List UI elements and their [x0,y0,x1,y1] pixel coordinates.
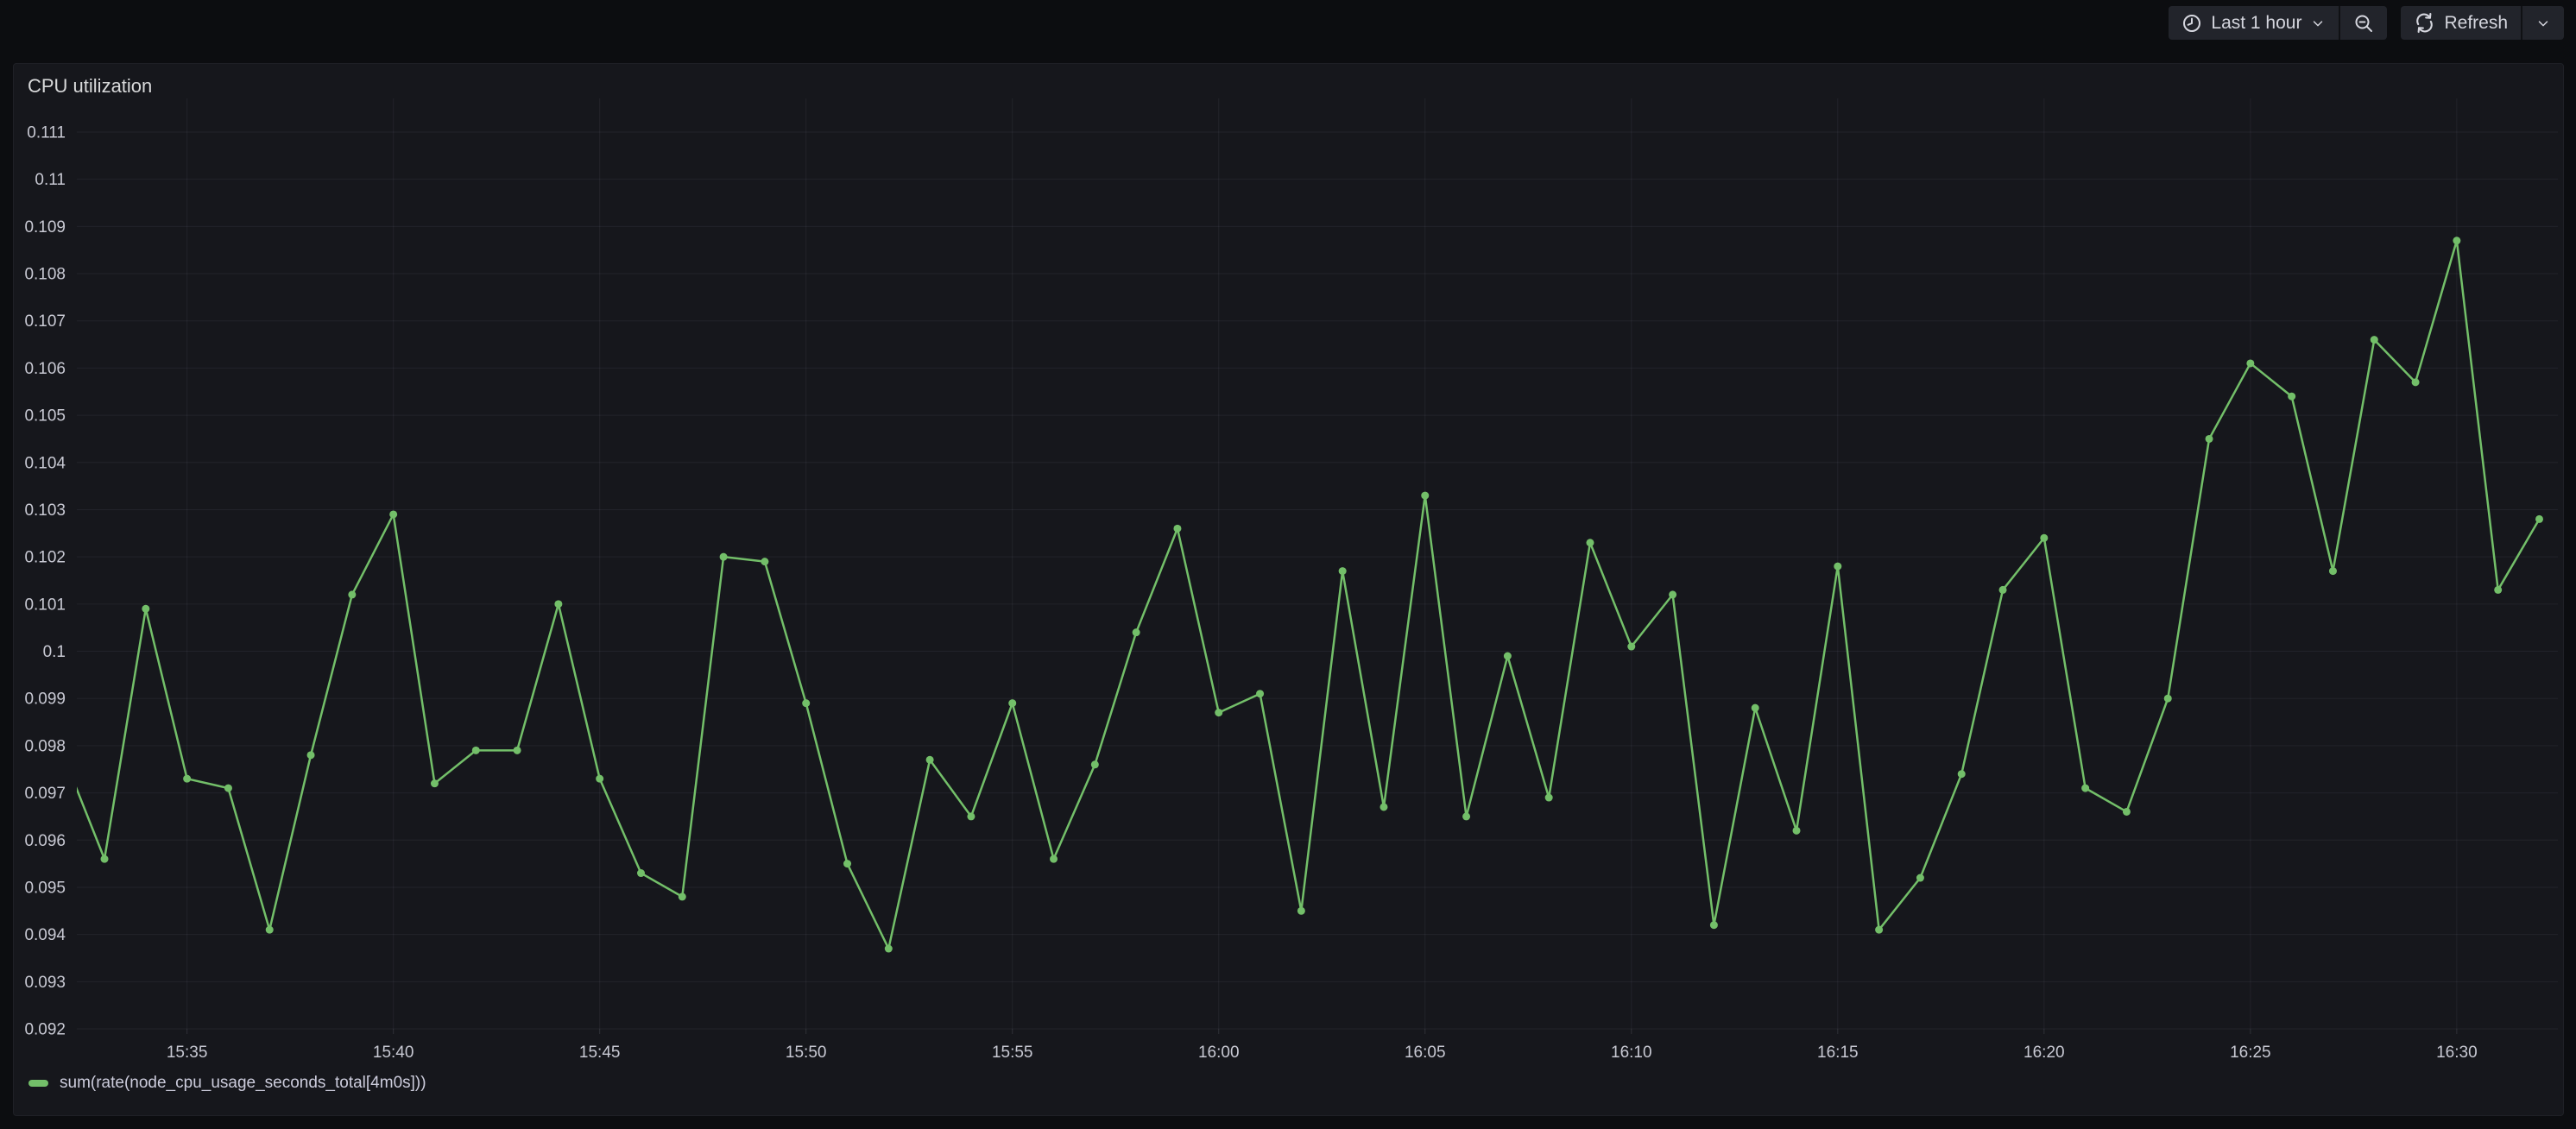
chevron-down-icon [2535,16,2551,31]
svg-text:0.096: 0.096 [24,832,66,850]
svg-text:0.104: 0.104 [24,454,66,472]
svg-text:0.093: 0.093 [24,974,66,992]
svg-text:0.103: 0.103 [24,501,66,520]
svg-text:0.106: 0.106 [24,360,66,378]
chevron-down-icon [2310,16,2326,31]
y-axis-labels: 0.092 0.093 0.094 0.095 0.096 0.097 0.098 0.099… [24,124,66,1039]
timeseries-chart[interactable]: 0.092 0.093 0.094 0.095 0.096 0.097 0.098 0.099… [14,64,2565,1117]
refresh-group: Refresh [2401,6,2564,40]
svg-text:0.1: 0.1 [43,643,66,661]
svg-text:16:20: 16:20 [2024,1044,2065,1062]
svg-text:0.097: 0.097 [24,785,66,803]
svg-text:16:15: 16:15 [1817,1044,1859,1062]
grid-lines [77,98,2558,1034]
svg-text:0.102: 0.102 [24,549,66,567]
x-axis-labels: 15:35 15:40 15:45 15:50 15:55 16:00 16:05 16:10… [167,1044,2478,1062]
zoom-out-time-button[interactable] [2339,6,2388,40]
svg-text:0.105: 0.105 [24,407,66,426]
svg-text:0.098: 0.098 [24,737,66,755]
svg-text:0.101: 0.101 [24,596,66,614]
refresh-button[interactable]: Refresh [2401,6,2521,40]
svg-text:16:00: 16:00 [1198,1044,1240,1062]
svg-text:0.11: 0.11 [35,171,66,189]
panel-title[interactable]: CPU utilization [28,72,152,101]
svg-text:16:05: 16:05 [1405,1044,1446,1062]
refresh-icon [2414,12,2435,34]
dashboard-toolbar: Last 1 hour [0,0,2576,47]
svg-text:15:35: 15:35 [167,1044,208,1062]
legend-item[interactable]: sum(rate(node_cpu_usage_seconds_total[4m… [28,1070,426,1096]
refresh-interval-dropdown-button[interactable] [2521,6,2564,40]
series-color-swatch [28,1080,48,1087]
svg-text:15:45: 15:45 [579,1044,621,1062]
svg-text:0.099: 0.099 [24,691,66,709]
svg-text:0.107: 0.107 [24,312,66,331]
svg-text:15:55: 15:55 [992,1044,1033,1062]
time-range-button[interactable]: Last 1 hour [2169,6,2339,40]
svg-text:16:30: 16:30 [2436,1044,2478,1062]
svg-text:15:40: 15:40 [373,1044,414,1062]
series-line [77,239,2541,950]
data-points [100,237,2543,953]
series-legend-label: sum(rate(node_cpu_usage_seconds_total[4m… [60,1074,426,1092]
svg-text:0.109: 0.109 [24,218,66,237]
clock-icon [2181,13,2202,34]
svg-text:0.111: 0.111 [27,124,66,142]
time-range-label: Last 1 hour [2211,13,2302,33]
cpu-utilization-panel: 0.092 0.093 0.094 0.095 0.096 0.097 0.098 0.099… [13,63,2564,1116]
refresh-label: Refresh [2444,13,2508,33]
svg-text:0.092: 0.092 [24,1021,66,1039]
svg-text:16:10: 16:10 [1611,1044,1652,1062]
svg-text:0.095: 0.095 [24,879,66,897]
svg-text:0.108: 0.108 [24,266,66,284]
svg-text:0.094: 0.094 [24,926,66,944]
svg-text:15:50: 15:50 [786,1044,827,1062]
time-picker-group: Last 1 hour [2169,6,2388,40]
svg-text:16:25: 16:25 [2230,1044,2271,1062]
zoom-out-icon [2353,13,2374,34]
